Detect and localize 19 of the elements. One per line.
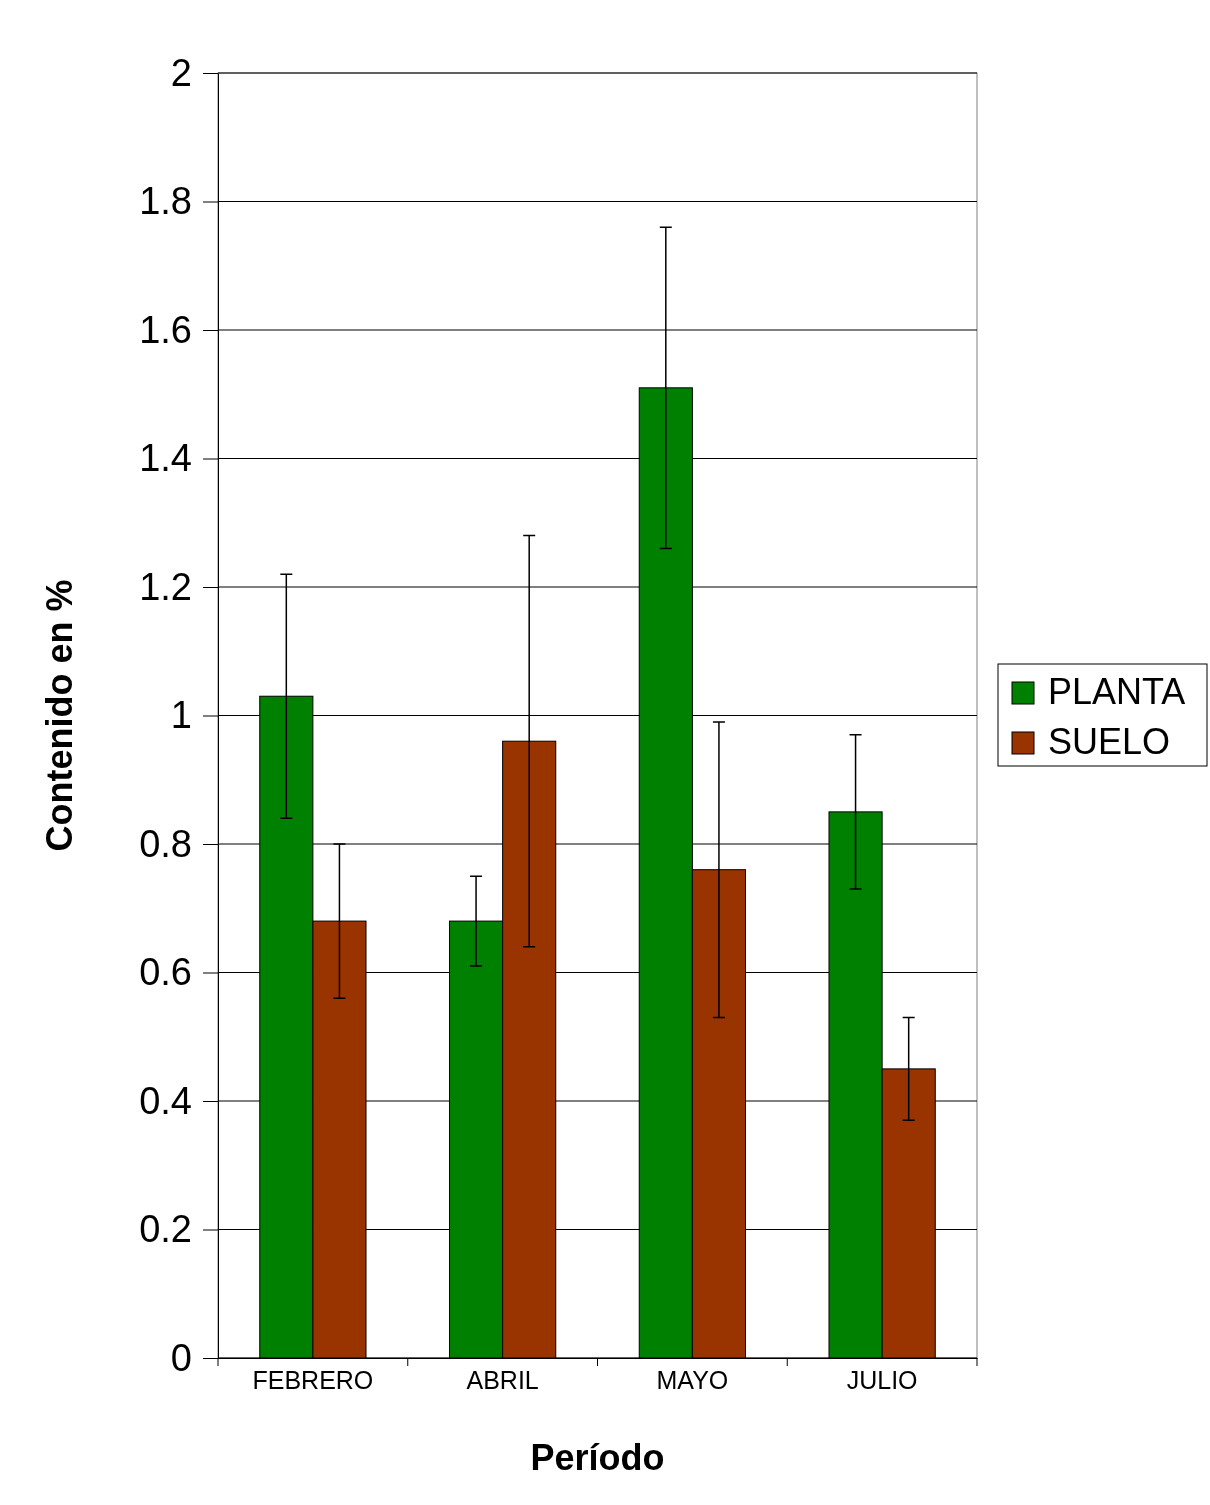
y-tick-label: 0.2 — [139, 1208, 192, 1251]
y-tick-label: 0.6 — [139, 951, 192, 994]
x-tick-label: JULIO — [846, 1366, 918, 1394]
y-tick-label: 0.4 — [139, 1079, 192, 1122]
y-tick-label: 2 — [170, 51, 192, 94]
x-axis-title: Período — [530, 1437, 665, 1478]
y-tick-label: 1.8 — [139, 180, 192, 223]
y-tick-label: 1.4 — [139, 437, 192, 480]
x-tick-label: FEBRERO — [252, 1366, 374, 1394]
legend-label: PLANTA — [1048, 671, 1186, 712]
y-tick-label: 1.2 — [139, 565, 192, 608]
legend-label: SUELO — [1048, 721, 1171, 762]
x-tick-label: MAYO — [656, 1366, 729, 1394]
y-tick-label: 1 — [170, 694, 192, 737]
x-tick-label: ABRIL — [466, 1366, 539, 1394]
y-axis-title: Contenido en % — [39, 579, 80, 852]
y-tick-label: 1.6 — [139, 308, 192, 351]
y-tick-label: 0.8 — [139, 822, 192, 865]
y-tick-label: 0 — [170, 1336, 192, 1379]
